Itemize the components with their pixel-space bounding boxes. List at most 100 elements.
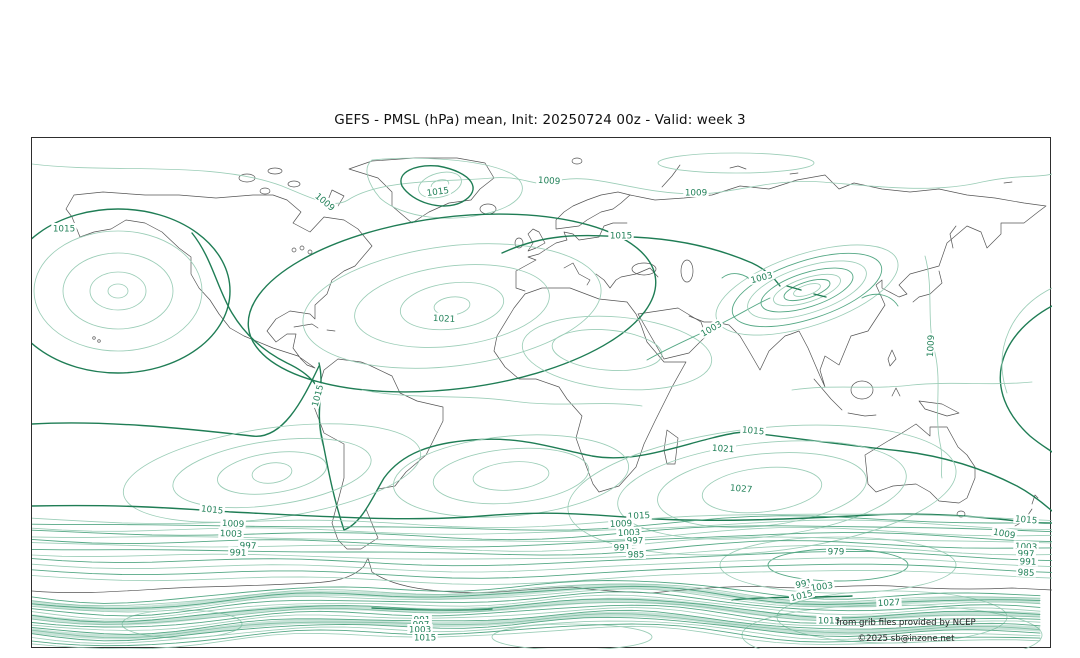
contour-label: 1015 <box>308 381 326 410</box>
svg-text:1015: 1015 <box>1014 515 1037 527</box>
coastline-europe <box>515 222 628 292</box>
coastline-iceland <box>479 203 497 215</box>
contour-label: 1021 <box>710 442 737 456</box>
contour-lines <box>32 152 1052 649</box>
contour-label: 991 <box>1018 555 1039 568</box>
map-frame: 1015 1009 1015 1009 1009 1015 1021 1003 1003 1009… <box>31 137 1052 649</box>
svg-text:1015: 1015 <box>628 511 651 522</box>
svg-text:1009: 1009 <box>222 519 245 530</box>
contour-label: 1015 <box>412 632 438 644</box>
contour-label: 1009 <box>220 517 247 530</box>
svg-text:1015: 1015 <box>311 384 326 408</box>
svg-text:1027: 1027 <box>878 598 901 609</box>
contour-label: 1015 <box>51 223 77 235</box>
svg-text:1003: 1003 <box>220 529 243 540</box>
contour-label: 1003 <box>616 526 642 539</box>
svg-text:997: 997 <box>627 537 644 547</box>
attribution-ncep: from grib files provided by NCEP <box>836 618 975 628</box>
svg-text:1015: 1015 <box>200 504 223 516</box>
svg-text:1015: 1015 <box>426 186 450 199</box>
svg-text:1003: 1003 <box>618 528 641 539</box>
svg-text:1015: 1015 <box>741 426 764 438</box>
contour-label: 1003 <box>747 268 776 286</box>
contour-label: 991 <box>228 546 249 559</box>
contour-label: 1003 <box>808 579 835 594</box>
svg-text:1003: 1003 <box>750 271 774 286</box>
contour-label: 1003 <box>407 624 433 636</box>
svg-text:1021: 1021 <box>712 444 735 456</box>
svg-text:1009: 1009 <box>538 176 561 188</box>
contour-label: 1015 <box>424 184 451 199</box>
svg-text:997: 997 <box>239 541 256 552</box>
contour-label: 1015 <box>199 502 226 517</box>
zonal-contours <box>32 513 1052 585</box>
coastline-lakes-islands <box>92 245 694 343</box>
svg-text:991: 991 <box>795 578 814 591</box>
contour-label: 1015 <box>816 615 842 627</box>
contour-label: 991 <box>792 576 815 591</box>
contour-label: 985 <box>626 549 646 561</box>
svg-text:1009: 1009 <box>685 189 707 199</box>
svg-text:1015: 1015 <box>610 232 632 242</box>
svg-text:997: 997 <box>1017 549 1034 560</box>
attribution-copyright: ©2025 sb@inzone.net <box>858 634 956 644</box>
coastline-scandinavia <box>555 191 631 230</box>
contour-label: 1015 <box>608 230 634 242</box>
contour-label: 1009 <box>924 332 937 359</box>
coastline-madagascar <box>663 429 679 465</box>
contour-label: 1009 <box>608 517 634 530</box>
contour-label: 1009 <box>536 174 563 188</box>
contour-label: 1015 <box>1013 512 1040 527</box>
coastline-greenland <box>348 157 495 224</box>
coastline-tasmania <box>956 510 966 518</box>
svg-text:991: 991 <box>614 544 631 554</box>
contour-label: 979 <box>826 546 846 558</box>
svg-text:1009: 1009 <box>610 519 633 530</box>
coastline-north-america <box>65 191 373 369</box>
coastline-arctic-islands <box>238 157 1013 207</box>
contour-label: 1009 <box>990 525 1018 542</box>
svg-text:985: 985 <box>628 551 645 561</box>
contour-label: 1015 <box>740 423 767 438</box>
svg-text:991: 991 <box>1019 557 1036 568</box>
svg-text:985: 985 <box>1017 568 1034 579</box>
contour-label: 997 <box>625 535 645 547</box>
svg-text:1021: 1021 <box>433 314 456 325</box>
contour-label: 1009 <box>312 189 339 214</box>
coastline-indonesia <box>813 349 960 417</box>
contour-label: 1027 <box>728 481 755 496</box>
antarctic-contours <box>32 580 1041 649</box>
svg-text:1003: 1003 <box>810 581 834 594</box>
contour-label: 991 <box>612 542 632 554</box>
svg-text:979: 979 <box>828 548 845 558</box>
coastline-borneo <box>850 380 874 400</box>
contour-label: 997 <box>1016 547 1037 560</box>
svg-text:1009: 1009 <box>992 528 1016 542</box>
contour-label: 985 <box>1015 566 1037 579</box>
coastline-japan <box>912 225 957 303</box>
contour-label: 1009 <box>683 187 709 199</box>
svg-text:1003: 1003 <box>1015 542 1038 553</box>
svg-text:1003: 1003 <box>409 626 431 636</box>
coastline-arabia <box>637 307 707 360</box>
svg-text:1015: 1015 <box>414 634 436 644</box>
coastline-ireland <box>514 237 524 249</box>
page-title: GEFS - PMSL (hPa) mean, Init: 20250724 0… <box>334 112 746 128</box>
contour-label: 1003 <box>218 527 244 540</box>
coastline-mediterranean <box>563 262 659 289</box>
contour-label: 1027 <box>875 596 902 609</box>
coastline-australia <box>864 423 976 504</box>
coastline-antarctica <box>32 557 1052 594</box>
coastline-asia <box>629 174 1047 388</box>
svg-text:1015: 1015 <box>818 617 840 627</box>
svg-text:1009: 1009 <box>926 335 937 358</box>
svg-text:1027: 1027 <box>729 484 752 496</box>
svg-text:991: 991 <box>229 548 246 559</box>
coastlines <box>32 157 1052 594</box>
contour-label: 1021 <box>431 312 458 325</box>
coastline-africa <box>493 287 687 493</box>
svg-text:1015: 1015 <box>53 225 75 235</box>
